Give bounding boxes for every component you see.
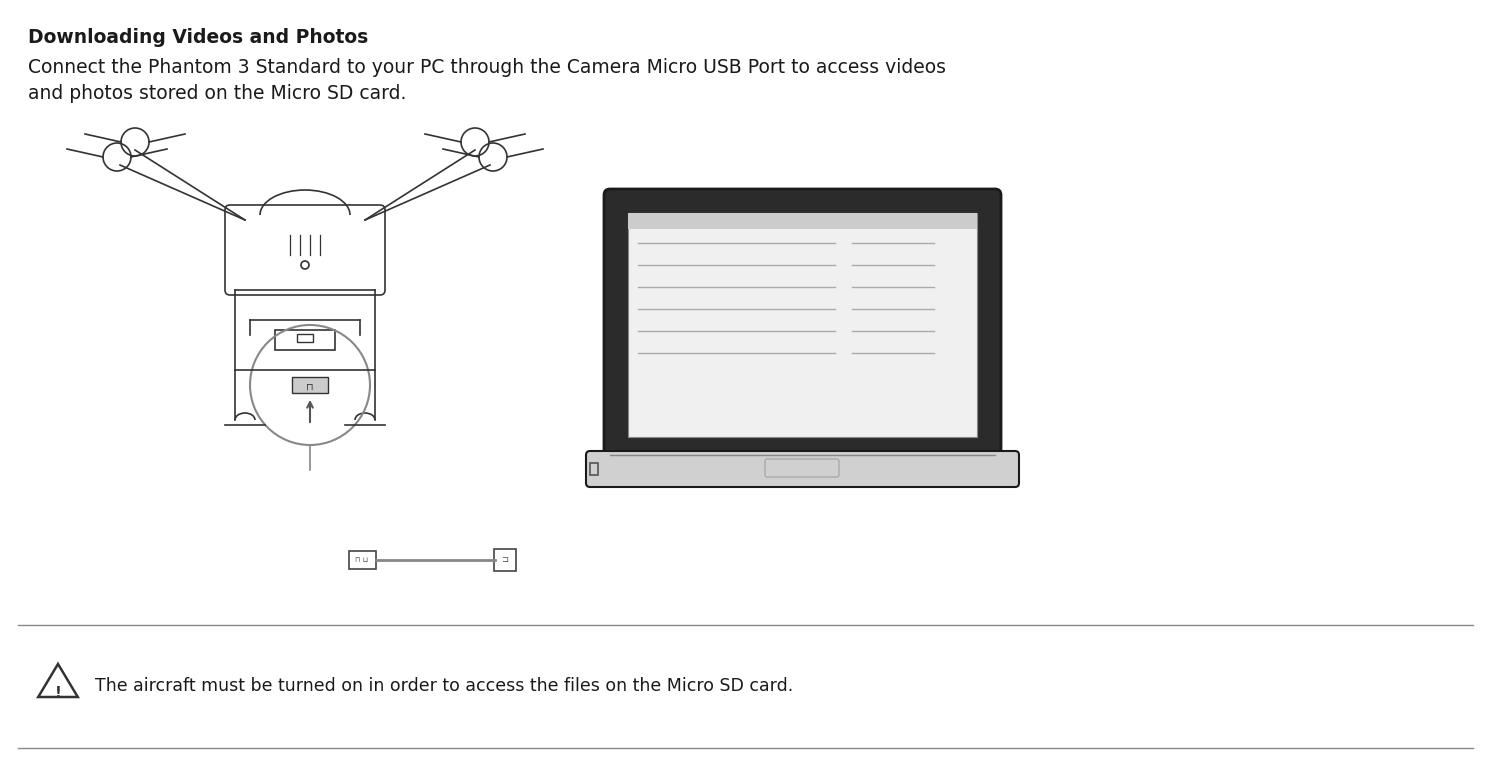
Text: ⊓: ⊓ [306, 382, 313, 392]
FancyBboxPatch shape [586, 451, 1018, 487]
FancyBboxPatch shape [292, 377, 328, 393]
Text: Connect the Phantom 3 Standard to your PC through the Camera Micro USB Port to a: Connect the Phantom 3 Standard to your P… [28, 58, 945, 77]
Text: Downloading Videos and Photos: Downloading Videos and Photos [28, 28, 368, 47]
Text: ⊐: ⊐ [501, 555, 508, 565]
FancyBboxPatch shape [628, 213, 977, 229]
Text: and photos stored on the Micro SD card.: and photos stored on the Micro SD card. [28, 84, 407, 103]
Text: ⊓ ⊔: ⊓ ⊔ [355, 557, 368, 563]
Text: !: ! [55, 686, 61, 702]
FancyBboxPatch shape [628, 213, 977, 437]
Text: The aircraft must be turned on in order to access the files on the Micro SD card: The aircraft must be turned on in order … [95, 677, 793, 695]
FancyBboxPatch shape [604, 189, 1000, 461]
